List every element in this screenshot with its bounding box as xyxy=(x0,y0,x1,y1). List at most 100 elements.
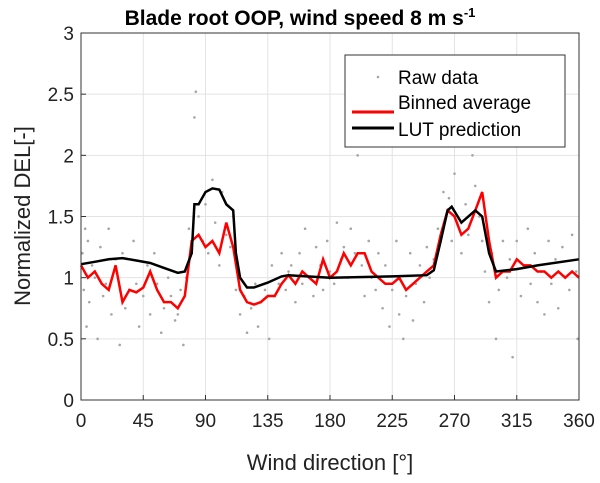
raw-data-point xyxy=(82,288,86,292)
raw-data-point xyxy=(384,264,387,267)
raw-data-point xyxy=(561,245,564,249)
x-tick-label: 135 xyxy=(252,411,284,432)
raw-data-point xyxy=(88,300,91,304)
legend-binned-label: Binned average xyxy=(398,93,531,114)
ticks: 0 45 90 135 180 225 270 315 360 0 0.5 1 1.5 2 2.5 3 xyxy=(48,24,595,432)
raw-data-point xyxy=(218,264,221,267)
raw-data-point xyxy=(229,245,232,249)
raw-data-point xyxy=(176,313,180,316)
raw-data-point xyxy=(342,245,346,249)
raw-data-point xyxy=(132,239,135,243)
raw-data-point xyxy=(325,239,329,243)
raw-data-point xyxy=(395,239,398,243)
raw-data-point xyxy=(83,227,87,231)
raw-data-point xyxy=(107,227,110,231)
raw-data-point xyxy=(118,343,122,347)
raw-data-point xyxy=(85,325,88,328)
raw-data-point xyxy=(263,288,267,292)
raw-data-point xyxy=(179,288,182,292)
raw-data-point xyxy=(508,258,512,261)
raw-data-point xyxy=(173,319,177,322)
y-tick-label: 2 xyxy=(63,146,74,167)
raw-data-point xyxy=(90,264,94,267)
y-tick-label: 1.5 xyxy=(48,208,74,229)
raw-data-point xyxy=(381,306,384,310)
x-tick-label: 45 xyxy=(133,411,154,432)
raw-data-point xyxy=(497,288,501,292)
raw-data-point xyxy=(515,239,519,243)
raw-data-point xyxy=(254,282,257,286)
raw-data-point xyxy=(487,300,491,304)
raw-data-point xyxy=(363,294,366,298)
x-tick-label: 225 xyxy=(376,411,408,432)
raw-data-point xyxy=(374,288,377,292)
raw-data-point xyxy=(408,251,412,255)
raw-data-point xyxy=(287,270,290,273)
raw-data-point xyxy=(110,313,113,316)
raw-data-point xyxy=(402,337,405,341)
raw-data-point xyxy=(483,270,487,273)
raw-data-point xyxy=(123,306,127,310)
raw-data-point xyxy=(312,294,315,298)
chart-title: Blade root OOP, wind speed 8 m s-1 xyxy=(125,5,476,30)
raw-data-point xyxy=(519,294,523,298)
raw-data-point xyxy=(436,227,440,231)
y-tick-label: 0.5 xyxy=(48,330,74,351)
raw-data-point xyxy=(104,282,108,286)
raw-data-point xyxy=(204,202,207,206)
raw-data-point xyxy=(529,282,532,286)
raw-data-point xyxy=(467,233,470,237)
raw-data-point xyxy=(256,325,260,328)
x-axis-label: Wind direction [°] xyxy=(247,450,414,475)
y-tick-label: 1 xyxy=(63,269,74,290)
raw-data-point xyxy=(422,300,426,304)
raw-data-point xyxy=(404,294,408,298)
raw-data-point xyxy=(194,90,198,94)
raw-data-point xyxy=(576,337,579,341)
legend-lut-label: LUT prediction xyxy=(398,120,521,141)
raw-data-point xyxy=(211,178,214,182)
legend-raw-label: Raw data xyxy=(398,68,479,89)
raw-data-point xyxy=(360,264,364,267)
raw-data-point xyxy=(303,227,307,231)
raw-data-point xyxy=(554,258,557,261)
raw-data-point xyxy=(99,245,102,249)
raw-data-point xyxy=(464,202,467,206)
raw-data-point xyxy=(367,239,371,243)
x-tick-label: 180 xyxy=(314,411,346,432)
x-tick-label: 315 xyxy=(501,411,533,432)
raw-data-point xyxy=(86,239,90,243)
raw-data-point xyxy=(245,331,249,335)
raw-data-point xyxy=(298,251,301,255)
raw-data-point xyxy=(450,239,454,243)
raw-data-point xyxy=(353,251,357,255)
raw-data-point xyxy=(411,319,415,322)
raw-data-point xyxy=(442,190,445,194)
raw-data-point xyxy=(349,227,353,231)
raw-data-point xyxy=(162,306,166,310)
legend-raw-marker xyxy=(376,75,380,79)
raw-data-point xyxy=(526,227,530,231)
raw-data-point xyxy=(280,251,283,255)
raw-data-point xyxy=(453,172,456,175)
raw-data-point xyxy=(505,276,509,279)
lut-prediction-line xyxy=(80,187,580,289)
raw-data-point xyxy=(81,251,84,255)
raw-data-point xyxy=(543,313,546,316)
raw-data-point xyxy=(570,233,574,237)
raw-data-point xyxy=(289,264,293,267)
raw-data-point xyxy=(511,355,514,359)
raw-data-point xyxy=(166,276,170,279)
raw-data-point xyxy=(224,233,228,237)
raw-data-point xyxy=(213,221,217,224)
raw-data-point xyxy=(206,251,210,255)
raw-data-point xyxy=(153,251,156,255)
raw-data-point xyxy=(473,184,477,188)
raw-data-point xyxy=(96,337,99,341)
raw-data-point xyxy=(234,288,238,292)
x-tick-label: 0 xyxy=(76,411,87,432)
raw-data-point xyxy=(141,294,145,298)
raw-data-point xyxy=(121,251,124,255)
